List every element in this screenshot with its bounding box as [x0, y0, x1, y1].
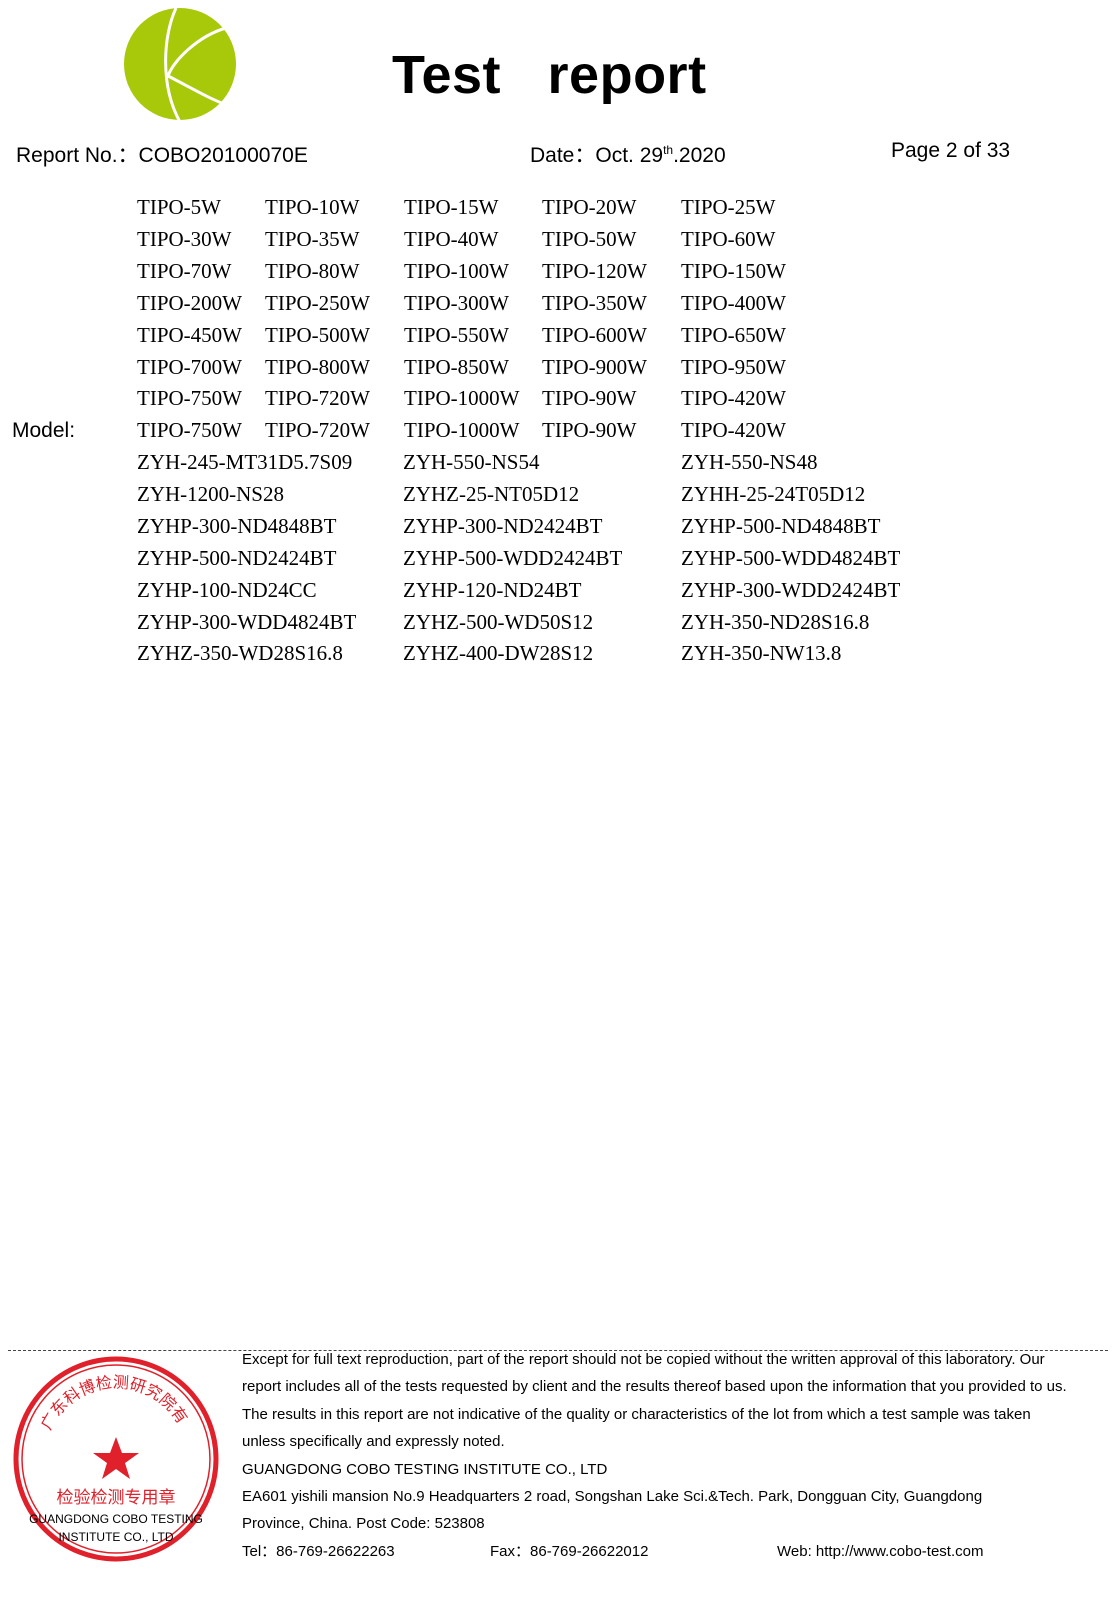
model-row: ZYHP-300-WDD4824BT ZYHZ-500-WD50S12 ZYH-35…: [0, 610, 1116, 641]
model-name: ZYHZ-500-WD50S12: [403, 609, 594, 634]
model-name: ZYHP-100-ND24CC: [137, 577, 317, 602]
model-name: TIPO-40W: [404, 226, 499, 251]
model-label: Model:: [12, 419, 76, 442]
model-name: TIPO-150W: [681, 258, 786, 283]
seal-overlay-line2: INSTITUTE CO., LTD: [58, 1530, 173, 1544]
model-name: ZYHP-500-WDD4824BT: [681, 545, 901, 570]
page-title: Test report: [392, 45, 707, 105]
model-name: TIPO-750W: [137, 386, 242, 411]
model-name: ZYH-350-ND28S16.8: [681, 609, 870, 634]
footer-web[interactable]: Web: http://www.cobo-test.com: [777, 1543, 984, 1560]
model-row: TIPO-200W TIPO-250W TIPO-300W TIPO-350W TIPO…: [0, 291, 1116, 322]
footer-line: The results in this report are not indic…: [242, 1405, 1031, 1423]
footer-divider: [8, 1350, 1108, 1351]
model-name: ZYHZ-350-WD28S16.8: [137, 641, 343, 666]
model-name: TIPO-80W: [265, 258, 360, 283]
model-name: TIPO-100W: [404, 258, 509, 283]
footer-line: Except for full text reproduction, part …: [242, 1351, 1045, 1368]
footer-fax: Fax：86-769-26622012: [490, 1543, 649, 1560]
model-name: ZYHP-500-ND4848BT: [681, 513, 881, 538]
model-row: ZYHP-100-ND24CC ZYHP-120-ND24BT ZYHP-300-W…: [0, 578, 1116, 609]
cobo-logo: [124, 7, 236, 122]
model-name: ZYHP-300-WDD4824BT: [137, 609, 357, 634]
model-name: TIPO-850W: [404, 354, 509, 379]
model-name: TIPO-70W: [137, 258, 232, 283]
model-name: TIPO-20W: [542, 195, 637, 219]
model-row: TIPO-70W TIPO-80W TIPO-100W TIPO-120W TIPO-1…: [0, 259, 1116, 290]
footer-line: GUANGDONG COBO TESTING INSTITUTE CO., LT…: [242, 1460, 608, 1478]
report-date: Date：Oct. 29th.2020: [530, 143, 726, 167]
model-row: ZYH-245-MT31D5.7S09 ZYH-550-NS54 ZYH-550-N…: [0, 450, 1116, 481]
footer-line: Province, China. Post Code: 523808: [242, 1515, 485, 1533]
model-name: TIPO-350W: [542, 290, 647, 315]
model-name: TIPO-5W: [137, 195, 221, 219]
model-name: TIPO-15W: [404, 195, 499, 219]
model-name: TIPO-120W: [542, 258, 647, 283]
model-name: TIPO-90W: [542, 386, 637, 411]
footer-line: EA601 yishili mansion No.9 Headquarters …: [242, 1488, 983, 1505]
model-name: TIPO-10W: [265, 195, 360, 219]
model-name: TIPO-800W: [265, 354, 370, 379]
model-name: TIPO-420W: [681, 418, 786, 443]
model-name: ZYHZ-25-NT05D12: [403, 481, 580, 506]
model-name: ZYHP-500-ND2424BT: [137, 545, 337, 570]
footer-line: unless specifically and expressly noted.: [242, 1433, 505, 1451]
seal-ring-text: 广东科博检测研究院有限公司: [10, 1353, 192, 1433]
model-name: TIPO-900W: [542, 354, 647, 379]
model-name: TIPO-650W: [681, 322, 786, 347]
model-name: TIPO-60W: [681, 226, 776, 251]
model-row: TIPO-5W TIPO-10W TIPO-15W TIPO-20W TIPO-25W: [0, 195, 1116, 226]
model-row: TIPO-30W TIPO-35W TIPO-40W TIPO-50W TIPO-60W: [0, 227, 1116, 258]
model-name: TIPO-35W: [265, 226, 360, 251]
model-name: TIPO-50W: [542, 226, 637, 251]
model-name: ZYH-245-MT31D5.7S09: [137, 450, 353, 474]
model-name: TIPO-450W: [137, 322, 242, 347]
seal-center-text: 检验检测专用章: [57, 1488, 176, 1508]
model-name: TIPO-750W: [137, 418, 242, 443]
model-name: ZYH-550-NS48: [681, 450, 818, 474]
model-name: TIPO-25W: [681, 195, 776, 219]
footer-line: report includes all of the tests request…: [242, 1378, 1067, 1396]
model-name: ZYH-550-NS54: [403, 450, 540, 474]
model-name: TIPO-600W: [542, 322, 647, 347]
model-name: TIPO-30W: [137, 226, 232, 251]
page-number: Page 2 of 33: [891, 139, 1011, 162]
model-row: ZYHP-300-ND4848BT ZYHP-300-ND2424BT ZYHP-5…: [0, 514, 1116, 545]
model-name: ZYH-350-NW13.8: [681, 641, 842, 666]
model-row: TIPO-450W TIPO-500W TIPO-550W TIPO-600W TIPO…: [0, 323, 1116, 354]
model-name: TIPO-250W: [265, 290, 370, 315]
model-name: TIPO-500W: [265, 322, 370, 347]
model-row: ZYHZ-350-WD28S16.8 ZYHZ-400-DW28S12 ZYH-35…: [0, 641, 1116, 672]
model-name: TIPO-950W: [681, 354, 786, 379]
model-name: TIPO-300W: [404, 290, 509, 315]
seal-overlay-line1: GUANGDONG COBO TESTING: [29, 1512, 203, 1526]
model-name: TIPO-400W: [681, 290, 786, 315]
model-name: ZYH-1200-NS28: [137, 481, 284, 506]
star-icon: [93, 1437, 139, 1479]
model-name: TIPO-720W: [265, 386, 370, 411]
model-name: ZYHZ-400-DW28S12: [403, 641, 594, 666]
model-name: TIPO-1000W: [404, 418, 520, 443]
model-name: ZYHH-25-24T05D12: [681, 481, 866, 506]
model-name: ZYHP-120-ND24BT: [403, 577, 582, 602]
report-number: Report No.：COBO20100070E: [16, 144, 308, 167]
model-row: TIPO-700W TIPO-800W TIPO-850W TIPO-900W TIPO…: [0, 355, 1116, 386]
model-name: TIPO-200W: [137, 290, 242, 315]
footer-tel: Tel：86-769-26622263: [242, 1543, 395, 1560]
model-name: TIPO-720W: [265, 418, 370, 443]
model-name: TIPO-1000W: [404, 386, 520, 411]
model-row: ZYH-1200-NS28 ZYHZ-25-NT05D12 ZYHH-25-24T0…: [0, 482, 1116, 513]
model-name: TIPO-90W: [542, 418, 637, 443]
model-row: ZYHP-500-ND2424BT ZYHP-500-WDD2424BT ZYHP-…: [0, 546, 1116, 577]
model-name: ZYHP-300-ND2424BT: [403, 513, 603, 538]
model-name: ZYHP-300-ND4848BT: [137, 513, 337, 538]
company-seal: 广东科博检测研究院有限公司 检验检测专用章 GUANGDONG COBO TES…: [10, 1353, 219, 1562]
model-name: ZYHP-300-WDD2424BT: [681, 577, 901, 602]
model-name: TIPO-700W: [137, 354, 242, 379]
model-name: TIPO-420W: [681, 386, 786, 411]
model-row: TIPO-750W TIPO-720W TIPO-1000W TIPO-90W TIPO…: [0, 418, 1116, 449]
model-name: TIPO-550W: [404, 322, 509, 347]
model-row: TIPO-750W TIPO-720W TIPO-1000W TIPO-90W TIPO…: [0, 386, 1116, 417]
model-name: ZYHP-500-WDD2424BT: [403, 545, 623, 570]
